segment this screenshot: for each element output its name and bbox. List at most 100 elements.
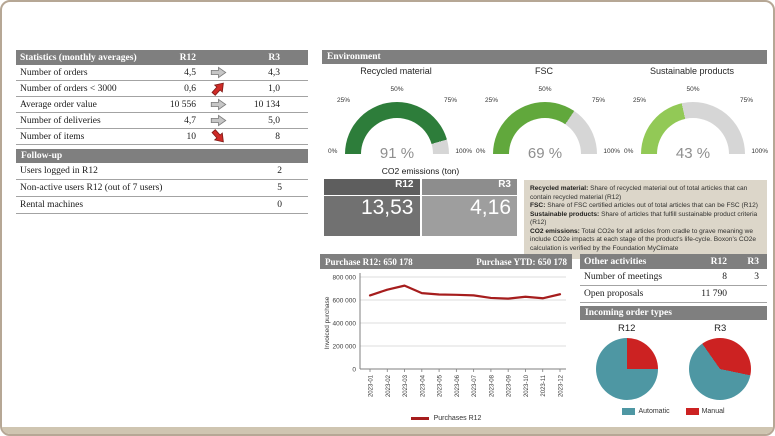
pie-title: R12 bbox=[618, 323, 636, 334]
row-value-r12: 0,6 bbox=[184, 83, 196, 94]
row-label: Number of items bbox=[20, 131, 85, 142]
trend-arrow-icon bbox=[196, 129, 240, 143]
col-header-r12: R12 bbox=[710, 256, 727, 267]
gauge-title: Sustainable products bbox=[649, 66, 735, 76]
statistics-table: Statistics (monthly averages) R12 R3 Num… bbox=[16, 50, 308, 145]
followup-title: Follow-up bbox=[21, 151, 63, 161]
other-activities-table: Other activities R12 R3 Number of meetin… bbox=[580, 254, 767, 303]
other-activities-title: Other activities bbox=[584, 256, 647, 267]
row-value-r3: 5,0 bbox=[268, 115, 280, 126]
gauge-tick: 25% bbox=[337, 97, 351, 104]
statistics-title: Statistics (monthly averages) bbox=[20, 52, 137, 63]
row-value-r12: 4,7 bbox=[184, 115, 196, 126]
info-item: CO2 emissions: Total CO2e for all articl… bbox=[530, 228, 761, 254]
gauge-tick: 100% bbox=[751, 148, 768, 155]
pie-chart-r12 bbox=[595, 338, 658, 400]
info-text: Share of recycled material out of total … bbox=[530, 185, 748, 201]
purchases-legend-label: Purchases R12 bbox=[433, 415, 482, 422]
svg-text:800 000: 800 000 bbox=[333, 274, 357, 281]
legend-label: Automatic bbox=[638, 408, 670, 415]
gauge-sustainable-products: Sustainable products 50% 25% 75% 0% 100%… bbox=[618, 66, 768, 164]
info-item: FSC: Share of FSC certified articles out… bbox=[530, 202, 761, 211]
gauge-chart: 50% 25% 75% 0% 100% 43 % bbox=[618, 82, 768, 164]
row-value: 0 bbox=[277, 200, 282, 210]
table-row: Number of orders < 3000 0,6 1,0 bbox=[16, 81, 308, 97]
row-label: Number of deliveries bbox=[20, 115, 101, 126]
pie-r12: R12 bbox=[580, 323, 674, 400]
gauge-value: 91 % bbox=[379, 145, 415, 162]
gauge-title: FSC bbox=[535, 66, 553, 76]
co2-emissions-table: CO2 emissions (ton) R12 R3 13,53 4,16 bbox=[324, 166, 517, 236]
row-label: Number of meetings bbox=[584, 272, 663, 282]
gauge-value: 43 % bbox=[675, 145, 711, 162]
gauge-fsc: FSC 50% 25% 75% 0% 100% 69 % bbox=[470, 66, 620, 164]
co2-header-r12: R12 bbox=[324, 179, 420, 195]
gauge-chart: 50% 25% 75% 0% 100% 69 % bbox=[470, 82, 620, 164]
svg-text:2023-08: 2023-08 bbox=[489, 374, 495, 397]
info-term: FSC: bbox=[530, 202, 546, 210]
svg-text:2023-12: 2023-12 bbox=[559, 374, 565, 397]
gauge-chart: 50% 25% 75% 0% 100% 91 % bbox=[322, 82, 472, 164]
purchase-header: Purchase R12: 650 178 Purchase YTD: 650 … bbox=[320, 254, 572, 269]
pies-row: R12 R3 bbox=[580, 323, 767, 400]
row-value: 5 bbox=[277, 183, 282, 193]
svg-text:2023-09: 2023-09 bbox=[507, 374, 513, 397]
automatic-swatch-icon bbox=[622, 408, 636, 415]
co2-title: CO2 emissions (ton) bbox=[381, 166, 460, 176]
manual-swatch-icon bbox=[685, 408, 699, 415]
pie-legend: Automatic Manual bbox=[580, 408, 767, 415]
gauge-tick: 100% bbox=[455, 148, 472, 155]
row-value-r3: 10 134 bbox=[253, 99, 280, 110]
incoming-order-types-section: Incoming order types R12 R3 Automatic Ma… bbox=[580, 306, 767, 415]
page-footer-strip bbox=[2, 427, 773, 434]
purchase-chart-section: Purchase R12: 650 178 Purchase YTD: 650 … bbox=[320, 254, 572, 422]
table-row: Number of deliveries 4,7 5,0 bbox=[16, 113, 308, 129]
environment-definitions: Recycled material: Share of recycled mat… bbox=[524, 180, 767, 259]
info-item: Sustainable products: Share of articles … bbox=[530, 211, 761, 228]
svg-text:2023-04: 2023-04 bbox=[420, 374, 426, 397]
svg-text:2023-02: 2023-02 bbox=[386, 374, 392, 397]
legend-label: Manual bbox=[701, 408, 725, 415]
info-term: Recycled material: bbox=[530, 185, 589, 192]
row-label: Number of orders bbox=[20, 67, 88, 78]
co2-value-r12: 13,53 bbox=[324, 196, 420, 236]
statistics-header-row: Statistics (monthly averages) R12 R3 bbox=[16, 50, 308, 65]
table-row: Users logged in R12 2 bbox=[16, 163, 308, 180]
info-text: Share of articles that fulfill sustainab… bbox=[530, 210, 758, 227]
purchases-legend-swatch bbox=[410, 417, 429, 420]
pie-r3: R3 bbox=[674, 323, 768, 400]
gauge-arc bbox=[493, 102, 597, 154]
gauge-tick: 0% bbox=[624, 148, 634, 155]
row-label: Average order value bbox=[20, 99, 97, 110]
row-value-r12: 11 790 bbox=[701, 289, 727, 299]
row-label: Open proposals bbox=[584, 289, 644, 299]
svg-text:2023-10: 2023-10 bbox=[524, 374, 530, 397]
trend-arrow-icon bbox=[196, 98, 240, 111]
row-value-r12: 10 556 bbox=[169, 99, 196, 110]
pie-title: R3 bbox=[714, 323, 727, 334]
gauge-value: 69 % bbox=[527, 145, 563, 162]
svg-text:2023-07: 2023-07 bbox=[472, 374, 478, 397]
environment-header: Environment bbox=[322, 50, 767, 64]
followup-table: Follow-up Users logged in R12 2 Non-acti… bbox=[16, 149, 308, 214]
table-row: Rental machines 0 bbox=[16, 197, 308, 214]
table-row: Average order value 10 556 10 134 bbox=[16, 97, 308, 113]
info-text: Total CO2e for all articles from cradle … bbox=[530, 227, 757, 252]
svg-text:2023-06: 2023-06 bbox=[455, 374, 461, 397]
row-value-r12: 4,5 bbox=[184, 67, 196, 78]
purchase-r12-total: Purchase R12: 650 178 bbox=[325, 256, 413, 267]
other-activities-header: Other activities R12 R3 bbox=[580, 254, 767, 269]
svg-text:400 000: 400 000 bbox=[333, 320, 357, 327]
row-label: Number of orders < 3000 bbox=[20, 83, 117, 94]
pie-chart-r3 bbox=[689, 338, 752, 400]
trend-arrow-icon bbox=[196, 66, 240, 79]
row-value-r12: 10 bbox=[186, 131, 197, 142]
gauge-tick: 100% bbox=[603, 148, 620, 155]
purchases-legend: Purchases R12 bbox=[320, 415, 572, 422]
info-item: Recycled material: Share of recycled mat… bbox=[530, 185, 761, 202]
table-row: Open proposals 11 790 bbox=[580, 286, 767, 303]
svg-text:2023-05: 2023-05 bbox=[438, 374, 444, 397]
row-value-r12: 8 bbox=[722, 272, 727, 282]
row-value-r3: 1,0 bbox=[268, 83, 280, 94]
